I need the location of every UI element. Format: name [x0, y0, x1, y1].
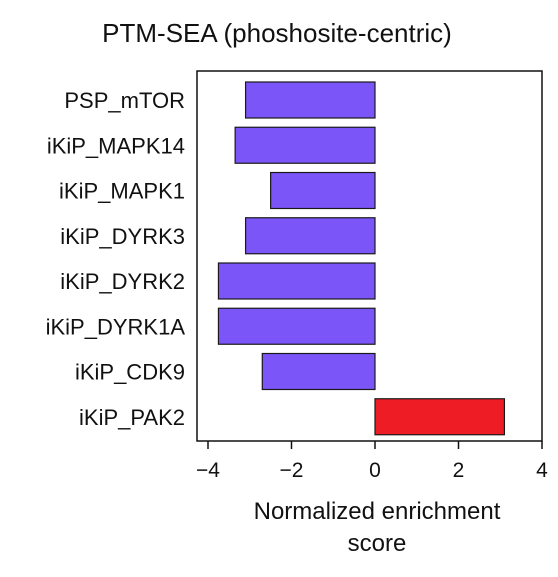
bar-psp-mtor: [244, 81, 376, 119]
x-tick-label: −2: [280, 459, 304, 482]
x-axis-ticks: −4 −2 0 2 4: [196, 441, 548, 482]
category-labels: PSP_mTOR iKiP_MAPK14 iKiP_MAPK1 iKiP_DYRK3i…: [46, 88, 186, 430]
chart-title: PTM-SEA (phoshosite-centric): [102, 18, 452, 48]
bar-ikip-pak2: [374, 398, 506, 436]
category-label-ikip-mapk1: iKiP_MAPK1: [59, 179, 185, 204]
x-axis-title-line-2: score: [348, 530, 407, 557]
category-label-ikip-pak2: iKiP_PAK2: [79, 405, 185, 430]
category-label-psp-mtor: PSP_mTOR: [64, 88, 185, 113]
x-tick-label: 2: [453, 459, 465, 482]
plot-frame: [196, 70, 543, 442]
bar-ikip-cdk9: [261, 352, 376, 391]
category-label-ikip-dyrk2: iKiP_DYRK2: [60, 269, 185, 294]
bar-ikip-mapk14: [234, 126, 376, 164]
x-tick-label: 0: [369, 459, 381, 482]
x-tick-label: −4: [196, 459, 220, 482]
bar-ikip-mapk1: [270, 171, 376, 210]
bars-layer: [217, 81, 506, 436]
x-tick-label: 4: [536, 459, 548, 482]
category-label-ikip-mapk14: iKiP_MAPK14: [47, 133, 185, 158]
category-label-ikip-dyrk3: iKiP_DYRK3: [60, 224, 185, 249]
x-axis-title-line-1: Normalized enrichment: [254, 498, 501, 525]
bar-ikip-dyrk1a: [217, 307, 376, 345]
bar-ikip-dyrk2: [217, 262, 376, 300]
category-label-ikip-cdk9: iKiP_CDK9: [75, 360, 185, 385]
category-label-ikip-dyrk1a: iKiP_DYRK1A: [46, 314, 186, 339]
bar-ikip-dyrk3: [244, 217, 376, 255]
